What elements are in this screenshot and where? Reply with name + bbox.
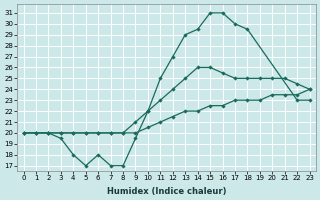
X-axis label: Humidex (Indice chaleur): Humidex (Indice chaleur) [107, 187, 226, 196]
